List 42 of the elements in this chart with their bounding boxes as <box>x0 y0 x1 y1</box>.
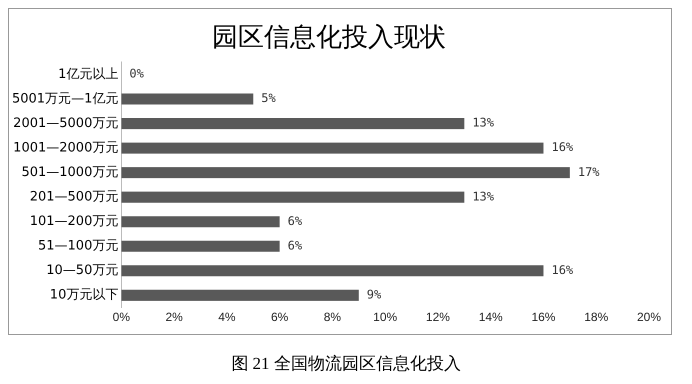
x-tick-label: 2% <box>165 310 184 324</box>
x-tick-label: 10% <box>373 310 398 324</box>
bar <box>121 290 359 301</box>
y-tick-label: 201—500万元 <box>30 190 118 205</box>
bar <box>121 216 280 228</box>
x-tick-label: 18% <box>584 310 609 324</box>
x-tick-label: 16% <box>531 310 556 324</box>
x-tick-label: 8% <box>324 310 342 324</box>
y-tick-label: 501—1000万元 <box>21 165 118 180</box>
y-tick-label: 51—100万元 <box>38 238 118 254</box>
bar <box>121 167 570 178</box>
y-tick-label: 1亿元以上 <box>58 66 118 82</box>
y-tick-label: 2001—5000万元 <box>13 116 118 131</box>
bar <box>121 192 464 203</box>
x-tick-label: 6% <box>270 310 289 324</box>
data-label: 5% <box>261 91 276 106</box>
data-label: 13% <box>472 189 495 204</box>
data-label: 6% <box>288 238 303 252</box>
chart-title: 园区信息化投入现状 <box>212 22 446 52</box>
y-tick-label: 10万元以下 <box>50 288 118 303</box>
y-tick-label: 5001万元—1亿元 <box>12 91 118 106</box>
data-label: 0% <box>129 66 145 81</box>
x-tick-label: 20% <box>636 310 662 324</box>
y-tick-label: 10—50万元 <box>46 263 118 278</box>
data-label: 9% <box>366 287 382 302</box>
bar <box>121 265 544 276</box>
x-tick-label: 12% <box>426 310 450 324</box>
x-tick-label: 14% <box>478 310 504 324</box>
data-label: 16% <box>551 140 574 154</box>
bar <box>121 240 280 252</box>
bar <box>121 142 544 154</box>
data-label: 13% <box>472 116 495 130</box>
data-label: 16% <box>551 262 574 277</box>
y-tick-label: 1001—2000万元 <box>13 140 118 156</box>
x-tick-label: 0% <box>112 310 130 324</box>
bar <box>121 93 254 105</box>
x-tick-label: 4% <box>218 310 236 324</box>
data-label: 6% <box>288 214 303 228</box>
data-label: 17% <box>578 164 600 179</box>
y-tick-label: 101—200万元 <box>30 214 118 230</box>
bar <box>121 118 464 130</box>
caption: 图 21 全国物流园区信息化投入 <box>230 353 462 375</box>
